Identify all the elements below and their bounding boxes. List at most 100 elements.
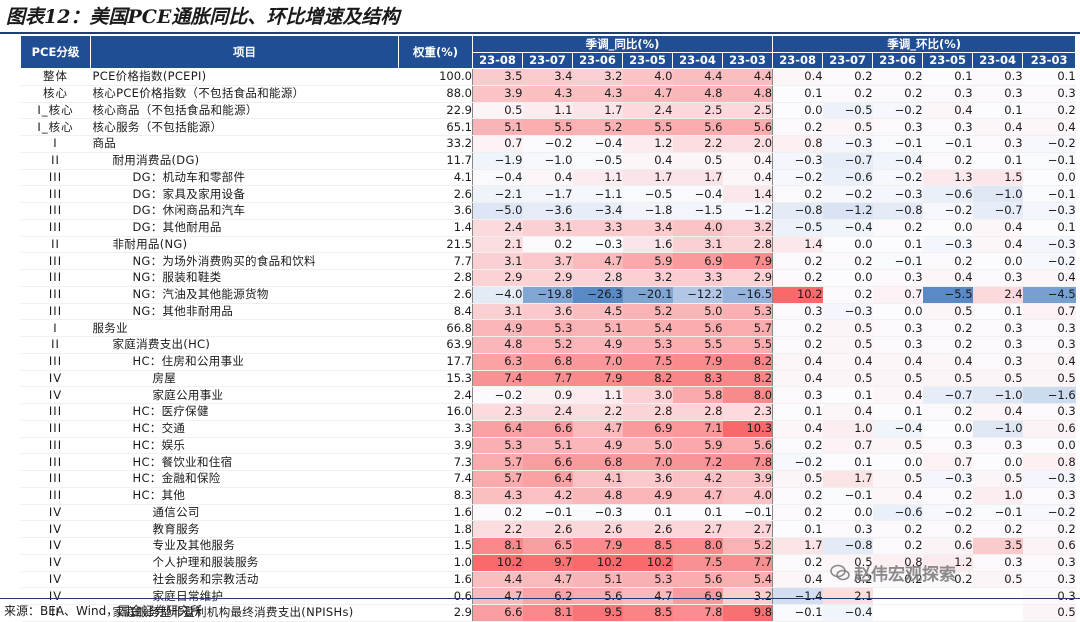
header-month-yoy: 23-06: [572, 52, 623, 69]
cell-mom: 0.3: [972, 353, 1023, 371]
cell-yoy: 5.4: [622, 319, 673, 337]
cell-mom: −0.3: [822, 135, 873, 153]
cell-mom: −1.4: [772, 587, 823, 605]
cell-mom: 0.2: [922, 403, 973, 421]
cell-item: 核心PCE价格指数（不包括食品和能源）: [90, 85, 399, 103]
cell-yoy: 5.2: [522, 336, 573, 354]
cell-yoy: 2.4: [522, 403, 573, 421]
header-month-mom: 23-05: [922, 52, 974, 69]
cell-mom: −0.2: [922, 504, 973, 522]
cell-yoy: 0.4: [722, 169, 774, 187]
cell-yoy: −1.5: [672, 202, 723, 220]
cell-mom: 0.0: [972, 453, 1023, 471]
cell-mom: 0.3: [922, 437, 973, 455]
cell-yoy: 3.3: [572, 219, 623, 237]
cell-mom: 1.5: [972, 169, 1023, 187]
cell-yoy: 5.4: [722, 571, 774, 589]
cell-mom: 3.5: [972, 537, 1023, 555]
cell-yoy: −0.5: [622, 185, 673, 203]
cell-yoy: 4.8: [572, 487, 623, 505]
cell-mom: −0.3: [1022, 236, 1076, 254]
cell-mom: −0.5: [822, 102, 873, 120]
cell-yoy: 2.6: [572, 520, 623, 538]
cell-yoy: 6.9: [672, 252, 723, 270]
cell-mom: 0.2: [1022, 102, 1076, 120]
cell-yoy: 0.7: [472, 135, 523, 153]
cell-mom: [922, 587, 973, 605]
cell-mom: 0.3: [822, 520, 873, 538]
cell-yoy: 2.9: [722, 269, 774, 287]
cell-mom: −0.1: [1022, 185, 1076, 203]
cell-mom: −0.8: [872, 202, 923, 220]
cell-yoy: 7.7: [522, 370, 573, 388]
header-item: 项目: [90, 35, 399, 69]
cell-level: IV: [20, 537, 91, 555]
cell-weight: 4.1: [398, 169, 473, 187]
table-row: I_核心 核心商品（不包括食品和能源） 22.9 0.5 1.1 1.7 2.4 2.5 2.5…: [20, 102, 1076, 120]
cell-mom: −0.3: [772, 152, 823, 170]
cell-item: DG：家具及家用设备: [90, 185, 399, 203]
cell-yoy: 3.2: [622, 269, 673, 287]
cell-yoy: 6.2: [522, 587, 573, 605]
cell-mom: 0.5: [972, 370, 1023, 388]
cell-mom: 0.3: [972, 319, 1023, 337]
table-row: III DG：休闲商品和汽车 3.6 −5.0 −3.6 −3.4 −1.8 −1.5 −1.2…: [20, 202, 1076, 220]
cell-weight: 7.3: [398, 453, 473, 471]
cell-yoy: 2.4: [622, 102, 673, 120]
cell-mom: 0.1: [922, 68, 973, 86]
cell-yoy: 5.5: [622, 118, 673, 136]
cell-mom: 0.1: [972, 102, 1023, 120]
cell-mom: 0.8: [772, 135, 823, 153]
cell-weight: 65.1: [398, 118, 473, 136]
cell-yoy: 2.2: [472, 520, 523, 538]
cell-yoy: 6.9: [672, 587, 723, 605]
table-row: IV 教育服务 1.8 2.2 2.6 2.6 2.6 2.7 2.7 0.1 0.3 0.2 0.2 0…: [20, 520, 1076, 538]
cell-yoy: 8.2: [722, 370, 774, 388]
cell-mom: 0.3: [922, 85, 973, 103]
cell-yoy: 6.5: [522, 537, 573, 555]
cell-weight: 63.9: [398, 336, 473, 354]
cell-mom: −0.6: [922, 185, 973, 203]
cell-yoy: 3.5: [472, 68, 523, 86]
cell-mom: −0.1: [922, 135, 973, 153]
cell-yoy: 7.1: [672, 420, 723, 438]
cell-yoy: −12.2: [672, 286, 723, 304]
cell-level: II: [20, 236, 91, 254]
cell-mom: 0.6: [922, 537, 973, 555]
cell-mom: −0.3: [922, 236, 973, 254]
cell-yoy: 1.1: [572, 169, 623, 187]
cell-level: III: [20, 286, 91, 304]
header-mom-group: 季调_环比(%): [772, 35, 1077, 53]
cell-yoy: 5.0: [622, 437, 673, 455]
cell-mom: 0.0: [972, 252, 1023, 270]
cell-yoy: 4.3: [472, 487, 523, 505]
cell-mom: 0.0: [872, 303, 923, 321]
cell-level: I_核心: [20, 118, 91, 136]
table-row: I 服务业 66.8 4.9 5.3 5.1 5.4 5.6 5.7 0.2 0.5 0.3 0.2 0.…: [20, 319, 1076, 337]
cell-yoy: 4.8: [672, 85, 723, 103]
cell-yoy: 4.7: [672, 487, 723, 505]
cell-mom: 0.2: [872, 68, 923, 86]
cell-yoy: 7.0: [622, 453, 673, 471]
cell-yoy: 3.1: [672, 236, 723, 254]
cell-mom: 0.3: [772, 303, 823, 321]
cell-weight: 1.5: [398, 537, 473, 555]
cell-mom: 0.1: [872, 403, 923, 421]
cell-yoy: 6.4: [472, 420, 523, 438]
cell-yoy: 0.9: [522, 386, 573, 404]
cell-mom: 0.7: [1022, 303, 1076, 321]
cell-yoy: 4.9: [572, 437, 623, 455]
cell-mom: −0.1: [1022, 152, 1076, 170]
cell-mom: −0.8: [772, 202, 823, 220]
cell-yoy: 10.2: [472, 554, 523, 572]
cell-yoy: 5.3: [722, 303, 774, 321]
cell-yoy: 4.8: [722, 85, 774, 103]
cell-yoy: 8.2: [622, 370, 673, 388]
cell-item: DG：其他耐用品: [90, 219, 399, 237]
cell-mom: 0.7: [922, 453, 973, 471]
cell-mom: −0.2: [1022, 135, 1076, 153]
cell-yoy: −26.3: [572, 286, 623, 304]
header-month-yoy: 23-04: [672, 52, 723, 69]
cell-yoy: 2.3: [722, 403, 774, 421]
cell-mom: 0.2: [922, 252, 973, 270]
